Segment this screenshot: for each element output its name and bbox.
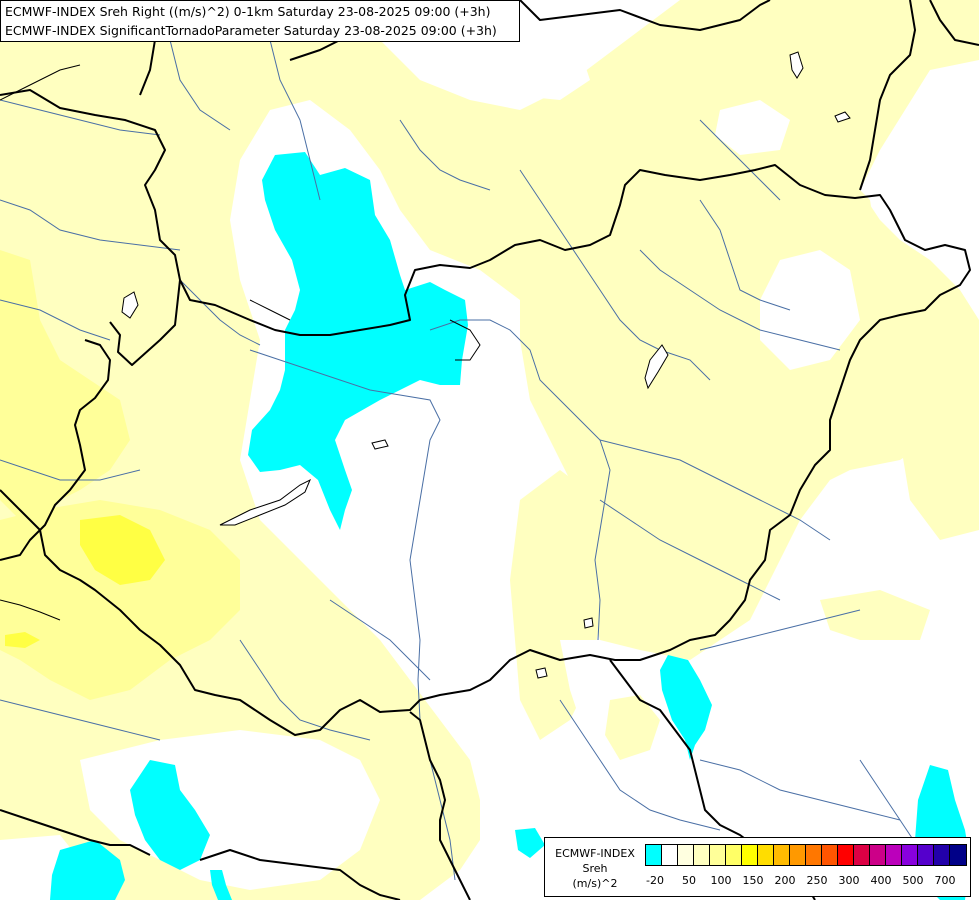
legend-tick-label: 200 bbox=[774, 874, 796, 887]
legend-swatch bbox=[822, 845, 838, 865]
legend-tick-label: -20 bbox=[646, 874, 664, 887]
legend-tick-label: 400 bbox=[870, 874, 892, 887]
legend-swatch bbox=[774, 845, 790, 865]
title-line-stp: ECMWF-INDEX SignificantTornadoParameter … bbox=[5, 23, 497, 38]
legend-swatch bbox=[694, 845, 710, 865]
legend-swatch bbox=[678, 845, 694, 865]
legend-tick-label: 700 bbox=[934, 874, 956, 887]
legend-swatch bbox=[870, 845, 886, 865]
legend-swatch bbox=[806, 845, 822, 865]
legend-swatch bbox=[790, 845, 806, 865]
legend-tick-label: 250 bbox=[806, 874, 828, 887]
legend-tick-label: 150 bbox=[742, 874, 764, 887]
legend-swatch bbox=[646, 845, 662, 865]
legend-swatch bbox=[742, 845, 758, 865]
legend-label: ECMWF-INDEX Sreh (m/s)^2 bbox=[547, 846, 643, 891]
legend-tick-label: 50 bbox=[682, 874, 696, 887]
title-line-sreh: ECMWF-INDEX Sreh Right ((m/s)^2) 0-1km S… bbox=[5, 4, 491, 19]
rivers bbox=[0, 0, 921, 881]
legend-swatch bbox=[662, 845, 678, 865]
legend: ECMWF-INDEX Sreh (m/s)^2 -20 50 100 150 200 2… bbox=[544, 837, 971, 897]
legend-tick-label: 100 bbox=[710, 874, 732, 887]
legend-tick-label: 300 bbox=[838, 874, 860, 887]
legend-swatch bbox=[854, 845, 870, 865]
legend-variable: Sreh bbox=[582, 862, 608, 875]
legend-swatch bbox=[838, 845, 854, 865]
sreh-medium-fields bbox=[0, 250, 240, 700]
lakes bbox=[121, 51, 851, 679]
legend-swatch bbox=[758, 845, 774, 865]
legend-tick-label: 500 bbox=[902, 874, 924, 887]
legend-colorbar bbox=[645, 844, 967, 866]
legend-swatch bbox=[934, 845, 950, 865]
legend-source: ECMWF-INDEX bbox=[555, 847, 635, 860]
sreh-high-fields bbox=[5, 515, 165, 648]
legend-swatch bbox=[950, 845, 966, 865]
legend-swatch bbox=[918, 845, 934, 865]
legend-swatch bbox=[710, 845, 726, 865]
chart-title-box: ECMWF-INDEX Sreh Right ((m/s)^2) 0-1km S… bbox=[0, 0, 520, 42]
lake-balaton bbox=[219, 478, 311, 526]
legend-swatch bbox=[726, 845, 742, 865]
legend-unit: (m/s)^2 bbox=[572, 877, 618, 890]
legend-swatch bbox=[902, 845, 918, 865]
legend-ticks: -20 50 100 150 200 250 300 400 500 700 bbox=[645, 874, 969, 890]
legend-swatch bbox=[886, 845, 902, 865]
regional-borders bbox=[0, 64, 481, 621]
